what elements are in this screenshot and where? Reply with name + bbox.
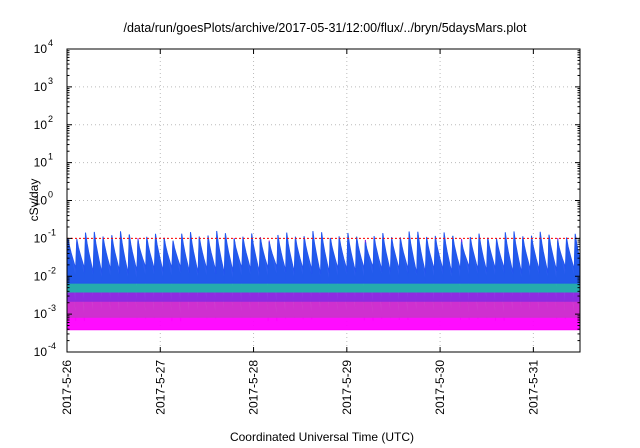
x-tick-label: 2017-5-27 bbox=[153, 360, 167, 415]
y-tick-exponent: -1 bbox=[48, 227, 56, 237]
y-tick-label: 10 bbox=[34, 345, 48, 359]
y-tick-label: 10 bbox=[34, 231, 48, 245]
y-tick-exponent: 0 bbox=[48, 190, 53, 200]
y-tick-label: 10 bbox=[34, 156, 48, 170]
x-axis-label: Coordinated Universal Time (UTC) bbox=[230, 430, 414, 444]
y-tick-exponent: -2 bbox=[48, 265, 56, 275]
y-tick-exponent: 1 bbox=[48, 152, 53, 162]
y-tick-label: 10 bbox=[34, 194, 48, 208]
x-axis-ticks: 2017-5-26 2017-5-27 2017-5-28 2017-5-29 2017… bbox=[60, 49, 540, 415]
x-tick-label: 2017-5-30 bbox=[433, 360, 447, 415]
y-tick-label: 10 bbox=[34, 80, 48, 94]
y-tick-label: 10 bbox=[34, 307, 48, 321]
y-axis-label: cSv/day bbox=[27, 179, 41, 222]
x-tick-label: 2017-5-26 bbox=[60, 360, 74, 415]
series-areas bbox=[66, 230, 581, 331]
x-tick-label: 2017-5-29 bbox=[340, 360, 354, 415]
y-tick-label: 10 bbox=[34, 42, 48, 56]
y-tick-exponent: -4 bbox=[48, 341, 56, 351]
y-tick-exponent: -3 bbox=[48, 303, 56, 313]
y-tick-exponent: 3 bbox=[48, 76, 53, 86]
series-area bbox=[66, 230, 581, 284]
x-tick-label: 2017-5-28 bbox=[247, 360, 261, 415]
y-tick-label: 10 bbox=[34, 269, 48, 283]
x-tick-label: 2017-5-31 bbox=[526, 360, 540, 415]
y-tick-exponent: 2 bbox=[48, 114, 53, 124]
y-tick-exponent: 4 bbox=[48, 38, 53, 48]
chart-title: /data/run/goesPlots/archive/2017-05-31/1… bbox=[123, 21, 527, 35]
y-tick-label: 10 bbox=[34, 118, 48, 132]
